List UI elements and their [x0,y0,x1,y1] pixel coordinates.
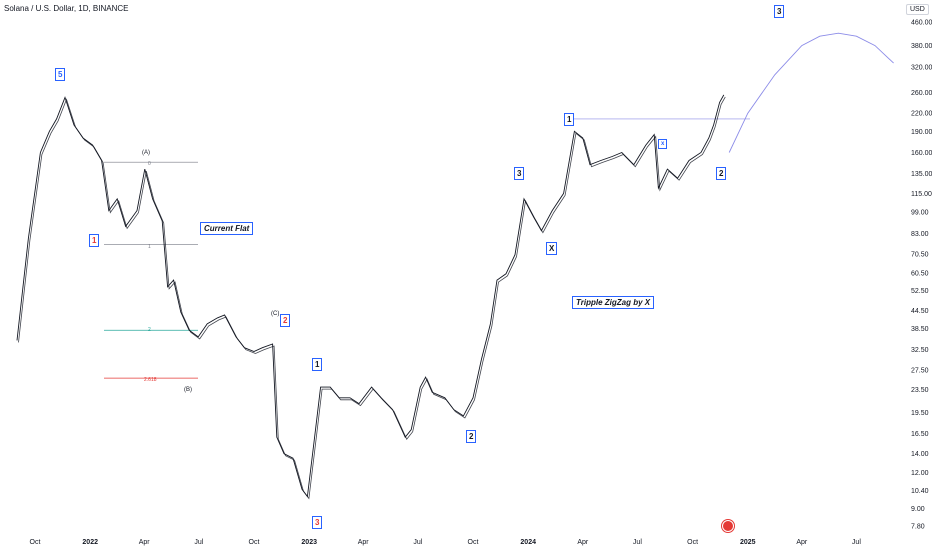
price-line-secondary [18,96,726,500]
x-tick-label: Oct [249,539,260,546]
wave-label-3-target[interactable]: 3 [774,5,785,18]
y-tick-label: 32.50 [911,347,929,354]
y-tick-label: 115.00 [911,191,932,198]
wave-label-x[interactable]: X [546,242,558,255]
y-tick-label: 14.00 [911,451,929,458]
x-tick-label: Oct [687,539,698,546]
x-tick-label: 2022 [82,539,98,546]
x-tick-label: Apr [358,539,370,546]
wave-label-3-red[interactable]: 3 [312,516,323,529]
y-tick-label: 160.00 [911,150,932,157]
fib-levels [104,118,750,379]
note-current-flat[interactable]: Current Flat [200,222,254,235]
y-tick-label: 380.00 [911,43,932,50]
projection-line [728,32,894,153]
x-tick-label: 2023 [301,539,317,546]
wave-label-x-small[interactable]: x [658,139,668,149]
wave-label-2b[interactable]: 2 [716,167,727,180]
x-tick-label: Apr [577,539,589,546]
y-tick-label: 23.50 [911,387,929,394]
y-tick-label: 320.00 [911,64,932,71]
x-tick-label: Apr [796,539,808,546]
y-tick-label: 27.50 [911,368,929,375]
x-tick-label: Oct [30,539,41,546]
y-tick-label: 52.50 [911,288,929,295]
y-tick-label: 44.50 [911,308,929,315]
wave-label-5[interactable]: 5 [55,68,66,81]
y-tick-label: 260.00 [911,90,932,97]
wave-label-1-red[interactable]: 1 [89,234,100,247]
wave-label-2-red[interactable]: 2 [280,314,291,327]
y-tick-label: 7.80 [911,524,925,531]
x-tick-label: Jul [852,539,861,546]
y-tick-label: 9.00 [911,506,925,513]
point-label-b: (B) [184,387,192,393]
note-triple-zigzag[interactable]: Tripple ZigZag by X [572,296,655,309]
wave-label-1[interactable]: 1 [312,358,323,371]
y-axis: 460.00 380.00 320.00 260.00 220.00 190.00 160.… [911,20,932,531]
y-tick-label: 19.50 [911,410,929,417]
x-axis: Oct 2022 Apr Jul Oct 2023 Apr Jul Oct 2024 Apr Jul O… [30,539,862,546]
fib-label-1: 1 [148,244,151,250]
x-tick-label: Apr [139,539,151,546]
wave-label-3[interactable]: 3 [514,167,525,180]
x-tick-label: Jul [413,539,422,546]
y-tick-label: 460.00 [911,20,932,27]
y-tick-label: 60.50 [911,270,929,277]
us-flag-icon[interactable] [722,520,734,532]
x-tick-label: Oct [468,539,479,546]
price-line [16,94,725,498]
x-tick-label: 2025 [740,539,756,546]
y-tick-label: 16.50 [911,431,929,438]
projection-curve [728,32,894,153]
y-tick-label: 190.00 [911,129,932,136]
x-tick-label: 2024 [520,539,536,546]
currency-button[interactable]: USD [906,4,929,15]
x-tick-label: Jul [194,539,203,546]
wave-label-2[interactable]: 2 [466,430,477,443]
fib-label-2618: 2.618 [144,377,157,383]
point-label-c: (C) [271,311,280,317]
y-tick-label: 10.40 [911,488,929,495]
y-tick-label: 83.00 [911,231,929,238]
y-tick-label: 99.00 [911,209,929,216]
y-tick-label: 38.50 [911,326,929,333]
y-tick-label: 70.50 [911,251,929,258]
fib-label-0: 0 [148,161,151,167]
wave-label-1b[interactable]: 1 [564,113,575,126]
price-lines [16,94,726,500]
x-tick-label: Jul [633,539,642,546]
y-tick-label: 220.00 [911,111,932,118]
symbol-title[interactable]: Solana / U.S. Dollar, 1D, BINANCE [4,4,129,13]
y-tick-label: 135.00 [911,171,932,178]
point-label-a: (A) [142,150,150,156]
y-tick-label: 12.00 [911,470,929,477]
fib-label-2: 2 [148,327,151,333]
